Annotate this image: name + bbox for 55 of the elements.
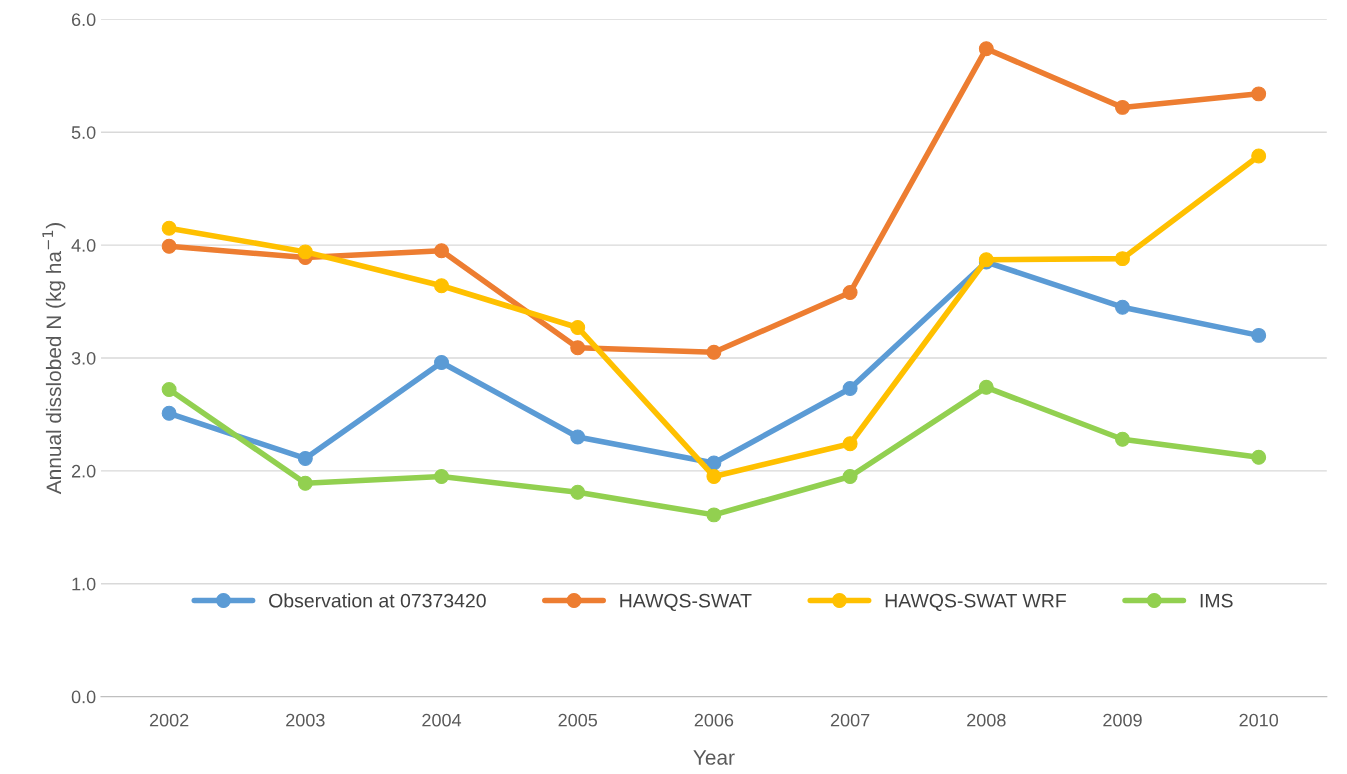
point [297, 450, 313, 466]
point [161, 405, 177, 421]
point [570, 429, 586, 445]
y-tick-label: 5.0 [71, 126, 96, 139]
y-tick-label: 6.0 [71, 13, 96, 27]
point [434, 355, 449, 370]
point [1251, 327, 1267, 343]
x-tick-label: 2003 [286, 713, 325, 727]
point [434, 469, 449, 484]
y-axis-title: Annual disslobed N (kg ha$^{−1}$) [42, 223, 66, 495]
x-tick-label: 2007 [830, 713, 870, 727]
x-tick-label: 2008 [967, 713, 1006, 727]
point [434, 278, 449, 294]
legend-label: Observation at 07373420 [269, 593, 486, 608]
point [706, 344, 722, 360]
x-tick-label: 2006 [694, 713, 734, 727]
point [1251, 148, 1267, 164]
legend-label: HAWQS-SWAT [620, 593, 752, 612]
point [842, 436, 858, 452]
y-tick-label: 3.0 [71, 351, 96, 365]
y-tick-label: 1.0 [72, 577, 96, 591]
point [570, 484, 586, 500]
x-tick-label: 2009 [1103, 713, 1142, 727]
point [706, 469, 722, 484]
point [1251, 86, 1267, 102]
point [978, 41, 994, 57]
point [1115, 299, 1130, 315]
point [1115, 431, 1130, 447]
x-axis-title: Year [693, 750, 735, 765]
point [161, 238, 177, 254]
point [570, 340, 586, 356]
point [706, 455, 722, 471]
legend-label: IMS [1200, 593, 1233, 608]
point [570, 320, 586, 335]
point [842, 380, 858, 396]
point [978, 379, 994, 395]
point [842, 469, 858, 484]
point [297, 244, 313, 260]
point [297, 475, 313, 491]
x-tick-label: 2004 [422, 713, 462, 727]
point [434, 243, 449, 259]
x-tick-label: 2005 [558, 713, 598, 727]
point [1115, 251, 1130, 267]
y-tick-label: 2.0 [71, 464, 96, 478]
point [706, 507, 722, 523]
y-tick-label: 0.0 [71, 690, 96, 704]
point [842, 285, 858, 300]
point [1251, 449, 1267, 465]
point [1115, 99, 1130, 115]
legend-label: HAWQS-SWAT WRF [885, 593, 1066, 612]
point [161, 382, 177, 398]
point [161, 220, 177, 236]
x-tick-label: 2010 [1239, 713, 1279, 727]
x-tick-label: 2002 [149, 713, 189, 727]
y-tick-label: 4.0 [71, 239, 96, 252]
